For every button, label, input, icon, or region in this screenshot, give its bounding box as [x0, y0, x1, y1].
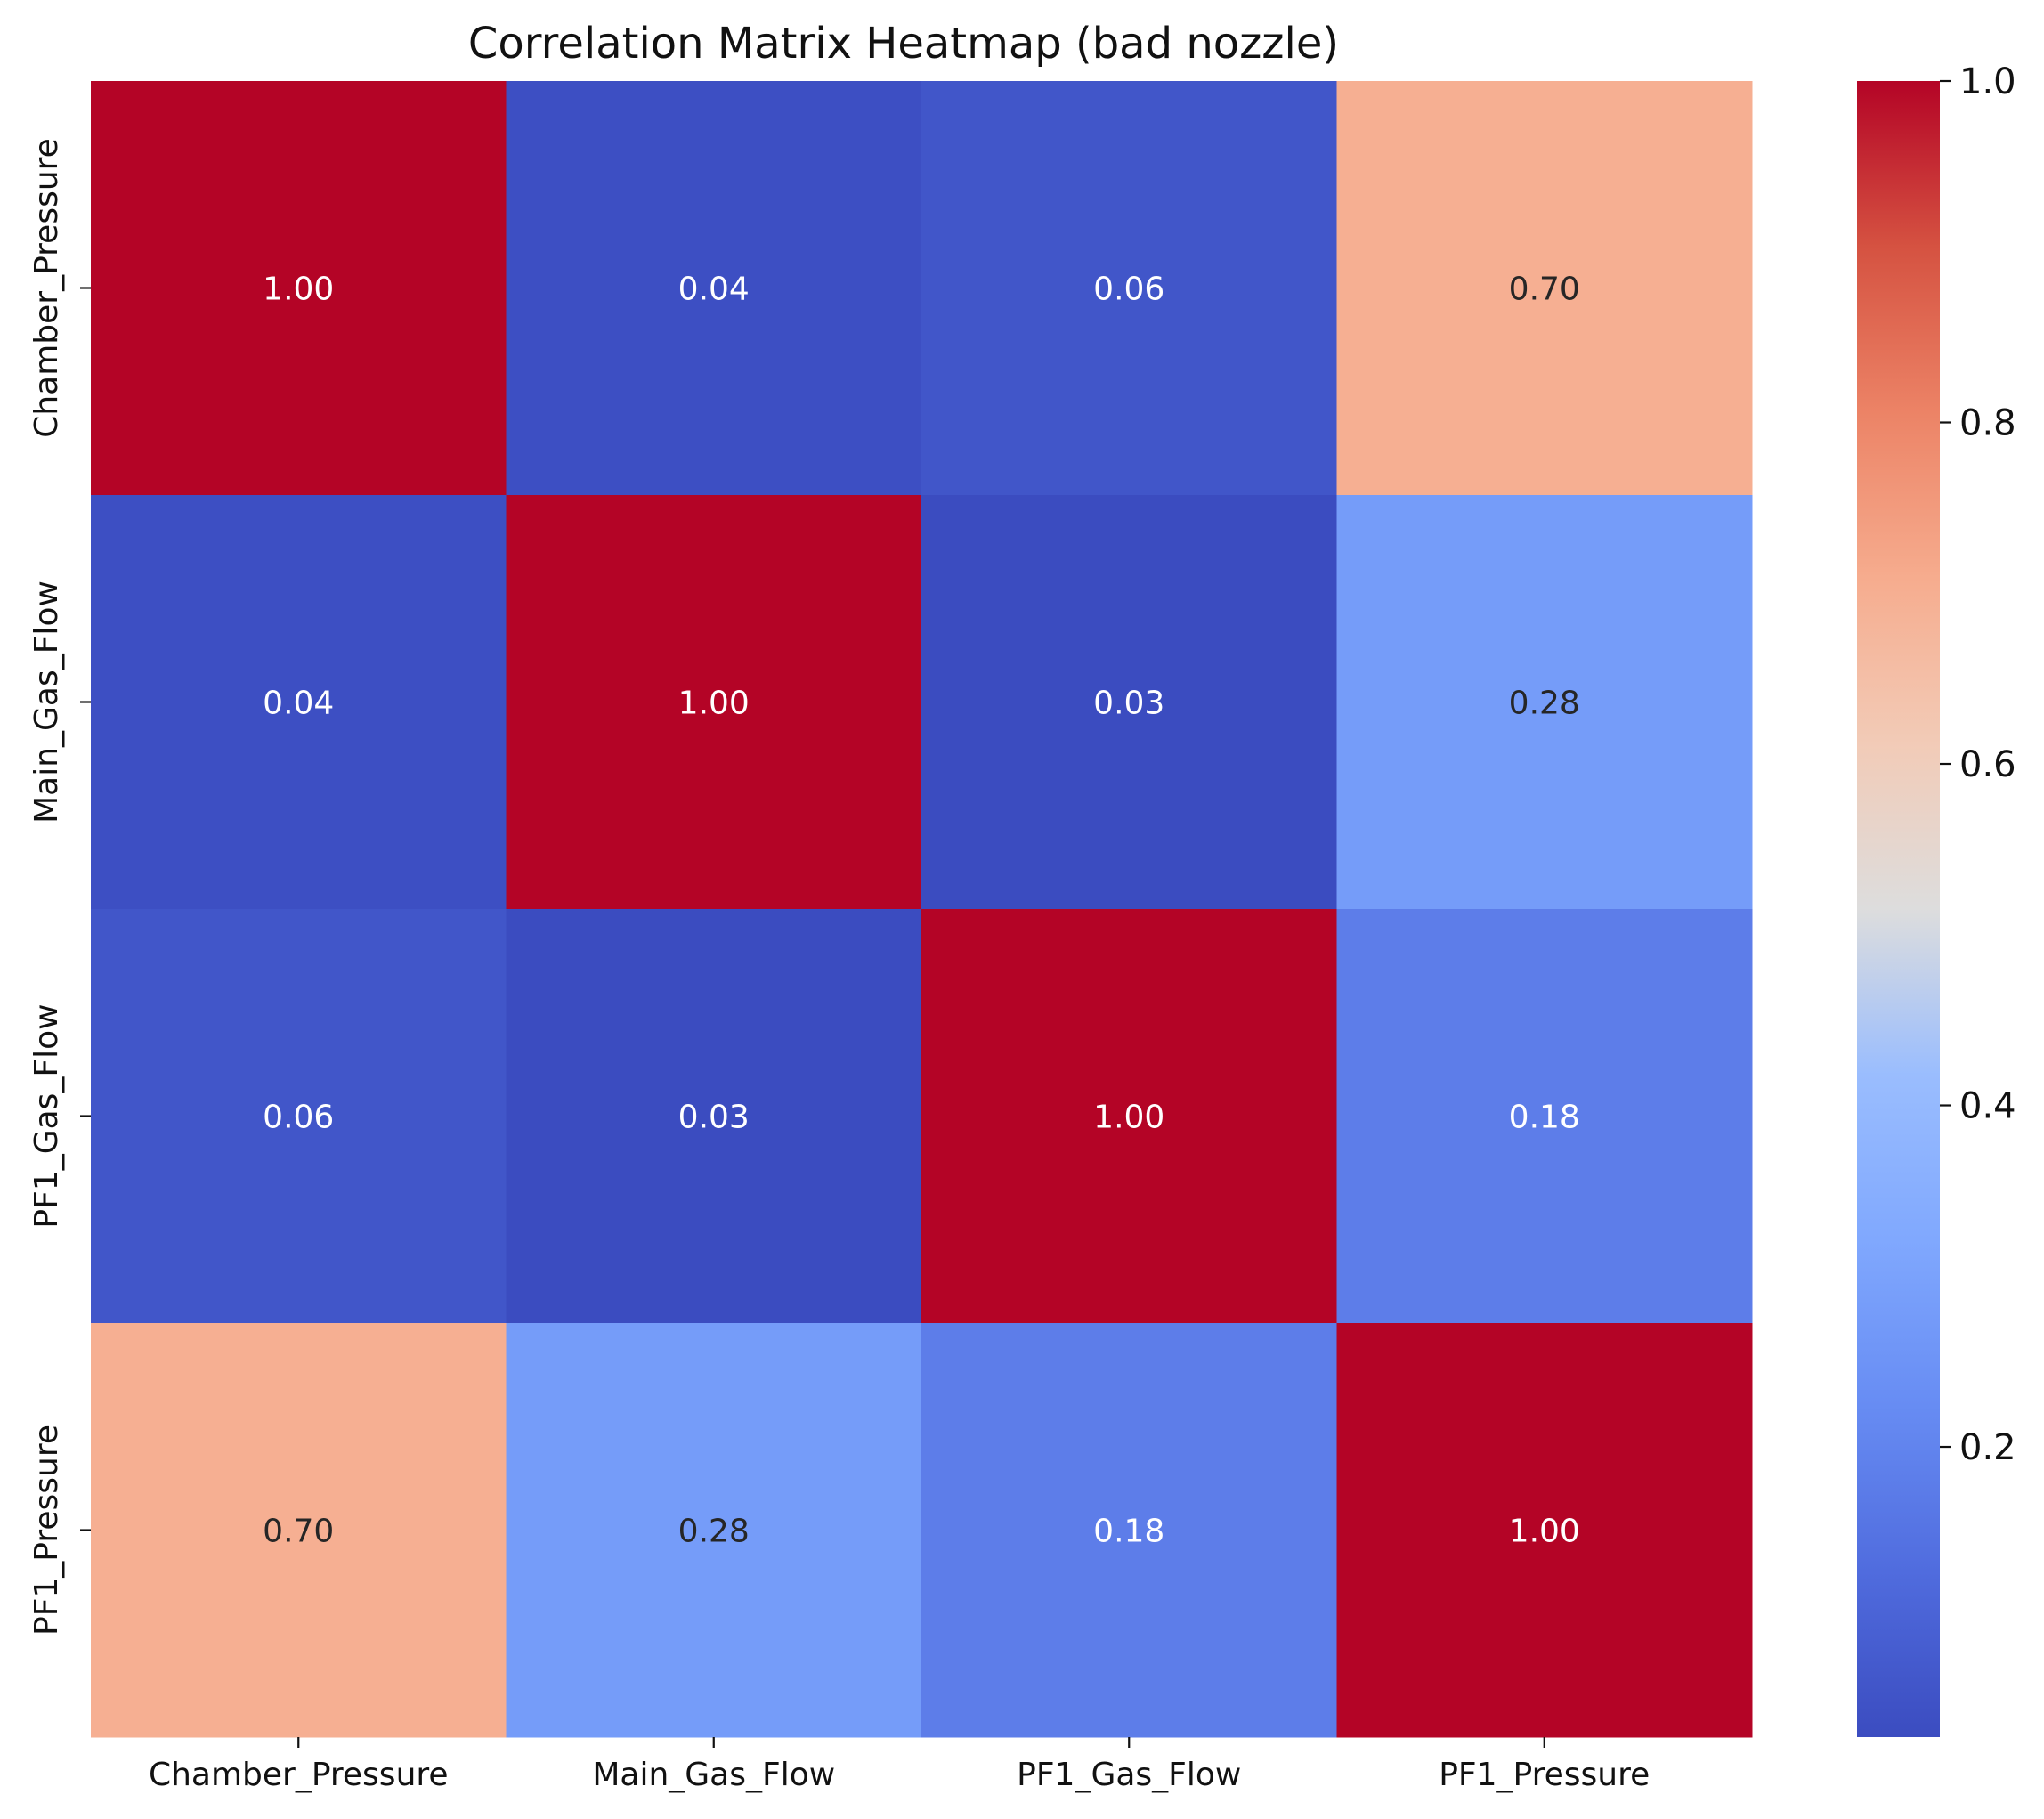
colorbar-tick-label-3: 0.8	[1959, 403, 2016, 444]
heatmap-cell-3-0	[91, 1323, 507, 1738]
cell-value-1-2: 0.03	[1093, 686, 1164, 722]
y-tick-label-pf1-gas-flow: PF1_Gas_Flow	[28, 1003, 65, 1228]
heatmap-cell-1-3	[1336, 495, 1753, 910]
heatmap-cell-2-3	[1336, 909, 1753, 1324]
y-tick-label-pf1-pressure: PF1_Pressure	[28, 1425, 65, 1636]
x-tick-label-main-gas-flow: Main_Gas_Flow	[592, 1757, 835, 1793]
cell-value-2-3: 0.18	[1509, 1100, 1580, 1136]
cell-value-1-3: 0.28	[1509, 686, 1580, 722]
cell-value-1-1: 1.00	[678, 686, 750, 722]
y-axis: Chamber_Pressure Main_Gas_Flow PF1_Gas_Flo…	[28, 138, 91, 1636]
colorbar-ticks: 0.2 0.4 0.6 0.8 1.0	[1940, 61, 2016, 1468]
heatmap-cell-0-1	[506, 81, 922, 496]
colorbar-tick-label-0: 0.2	[1959, 1427, 2016, 1468]
colorbar-tick-label-4: 1.0	[1959, 61, 2016, 102]
cell-value-3-0: 0.70	[263, 1514, 334, 1550]
heatmap-cell-0-3	[1336, 81, 1753, 496]
y-tick-label-chamber-pressure: Chamber_Pressure	[28, 138, 65, 438]
heatmap-cell-3-2	[921, 1323, 1337, 1738]
cell-value-0-0: 1.00	[263, 272, 334, 308]
cell-value-1-0: 0.04	[263, 686, 334, 722]
heatmap-cell-1-2	[921, 495, 1337, 910]
heatmap-cell-3-1	[506, 1323, 922, 1738]
heatmap-cell-3-3	[1336, 1323, 1753, 1738]
cell-value-2-0: 0.06	[263, 1100, 334, 1136]
heatmap-grid: 1.00 0.04 0.06 0.70 0.04 1.00 0.03 0.28 0.06 0.03…	[91, 81, 1753, 1738]
cell-value-2-2: 1.00	[1093, 1100, 1164, 1136]
colorbar-tick-label-1: 0.4	[1959, 1086, 2016, 1127]
heatmap-cell-1-1	[506, 495, 922, 910]
y-tick-label-main-gas-flow: Main_Gas_Flow	[28, 581, 65, 824]
cell-value-3-3: 1.00	[1509, 1514, 1580, 1550]
cell-value-0-2: 0.06	[1093, 272, 1164, 308]
x-tick-label-chamber-pressure: Chamber_Pressure	[149, 1757, 449, 1793]
heatmap-cell-0-0	[91, 81, 507, 496]
x-tick-label-pf1-gas-flow: PF1_Gas_Flow	[1017, 1757, 1241, 1793]
heatmap-cell-2-2	[921, 909, 1337, 1324]
heatmap-cell-2-1	[506, 909, 922, 1324]
colorbar-gradient	[1857, 81, 1940, 1737]
cell-value-0-1: 0.04	[678, 272, 750, 308]
colorbar: 0.2 0.4 0.6 0.8 1.0	[1857, 61, 2016, 1737]
cell-value-0-3: 0.70	[1509, 272, 1580, 308]
heatmap-cell-1-0	[91, 495, 507, 910]
cell-value-3-2: 0.18	[1093, 1514, 1164, 1550]
cell-value-3-1: 0.28	[678, 1514, 750, 1550]
colorbar-tick-label-2: 0.6	[1959, 744, 2016, 785]
cell-value-2-1: 0.03	[678, 1100, 750, 1136]
chart-title: Correlation Matrix Heatmap (bad nozzle)	[468, 19, 1339, 69]
x-tick-label-pf1-pressure: PF1_Pressure	[1439, 1757, 1650, 1793]
heatmap-cell-0-2	[921, 81, 1337, 496]
x-axis: Chamber_Pressure Main_Gas_Flow PF1_Gas_Flo…	[149, 1737, 1650, 1793]
heatmap-cell-2-0	[91, 909, 507, 1324]
